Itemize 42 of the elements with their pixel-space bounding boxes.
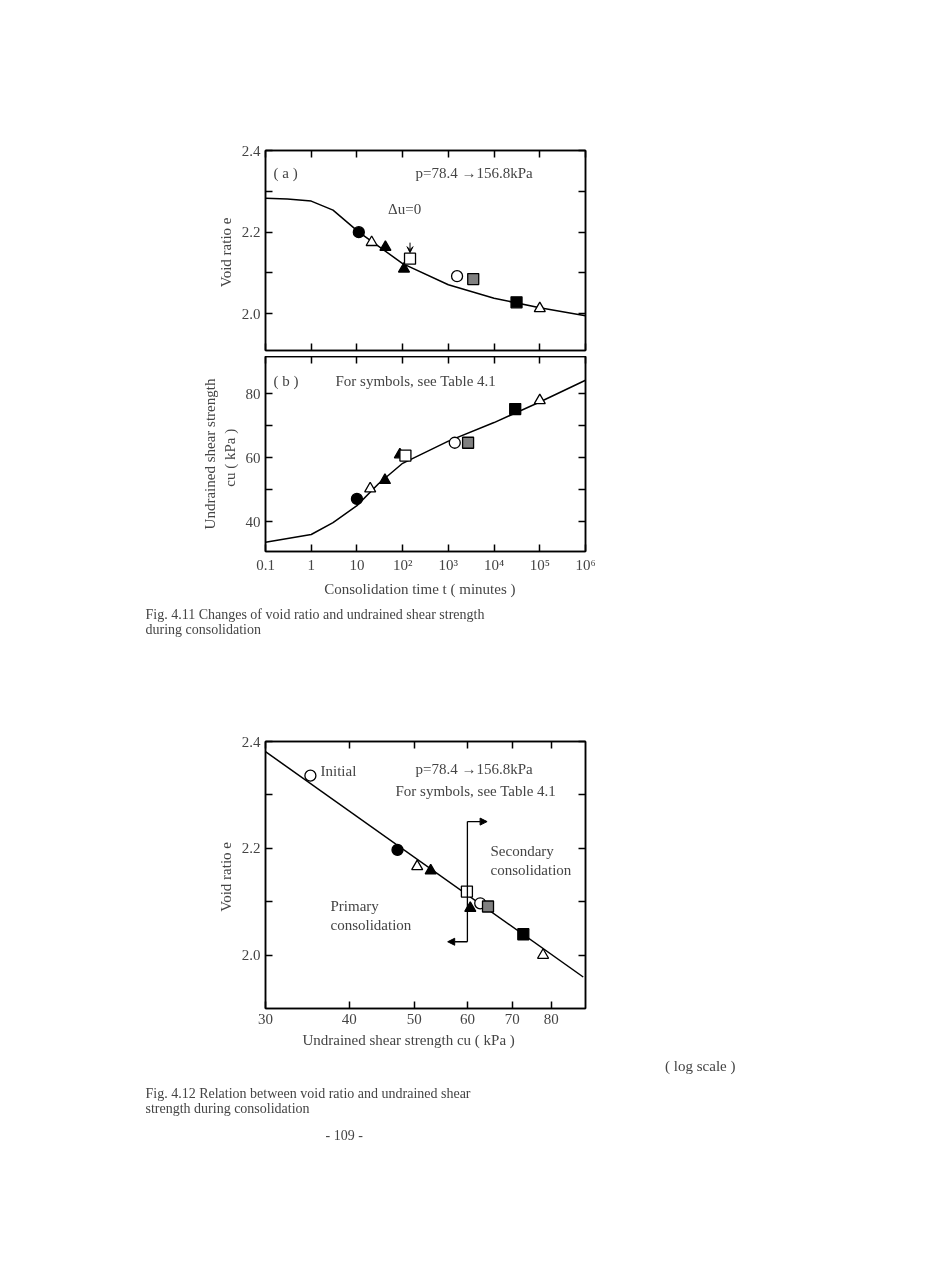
annotation: For symbols, see Table 4.1 — [395, 782, 556, 799]
y-tick-label: 40 — [245, 513, 261, 530]
y-tick-label: 2.2 — [241, 224, 261, 241]
y-tick-label: 2.4 — [241, 733, 261, 750]
y-tick-label: 2.2 — [241, 840, 261, 857]
x-tick-label: 10⁶ — [575, 556, 596, 573]
y-axis-title: Void ratio e — [217, 841, 234, 912]
y-tick-label: 60 — [245, 449, 261, 466]
annotation: ( b ) — [273, 372, 299, 390]
x-tick-label: 80 — [543, 1010, 559, 1027]
caption: Fig. 4.12 Relation between void ratio and undrained shear strength during consolidation — [145, 1085, 471, 1116]
y-tick-label: 80 — [245, 385, 261, 402]
x-axis-title: Undrained shear strength cu ( kPa ) — [302, 1031, 515, 1049]
x-tick-label: 30 — [258, 1010, 273, 1027]
annotation: p=78.4 →156.8kPa — [415, 164, 534, 181]
annotation: Initial — [320, 762, 357, 779]
x-tick-label: 10³ — [438, 556, 459, 573]
annotation: Secondary consolidation — [490, 843, 572, 879]
x-tick-label: 70 — [504, 1010, 520, 1027]
x-tick-label: 60 — [459, 1010, 475, 1027]
x-tick-label: 1 — [307, 556, 315, 573]
annotation: p=78.4 →156.8kPa — [415, 760, 534, 777]
y-tick-label: 2.4 — [241, 142, 261, 159]
x-tick-label: 10⁵ — [529, 556, 550, 573]
x-tick-label: 10² — [392, 556, 413, 573]
x-tick-label: 0.1 — [256, 556, 275, 573]
y-tick-label: 2.0 — [241, 305, 261, 322]
annotation: For symbols, see Table 4.1 — [335, 372, 496, 389]
y-axis-title: Void ratio e — [217, 217, 234, 288]
x-tick-label: 10⁴ — [483, 556, 505, 573]
annotation: Primary consolidation — [330, 898, 412, 934]
y-tick-label: 2.0 — [241, 947, 261, 964]
text: - 109 - — [325, 1127, 364, 1143]
caption: Fig. 4.11 Changes of void ratio and undrained shear strength during consolidation — [145, 606, 485, 637]
annotation: Δu=0 — [388, 200, 422, 217]
x-tick-label: 40 — [341, 1010, 357, 1027]
annotation: ( a ) — [273, 164, 298, 182]
y-axis-title: Undrained shear strength cu ( kPa ) — [202, 378, 239, 530]
x-axis-title: Consolidation time t ( minutes ) — [324, 580, 516, 598]
text: ( log scale ) — [665, 1057, 736, 1075]
x-tick-label: 10 — [349, 556, 365, 573]
x-tick-label: 50 — [406, 1010, 422, 1027]
